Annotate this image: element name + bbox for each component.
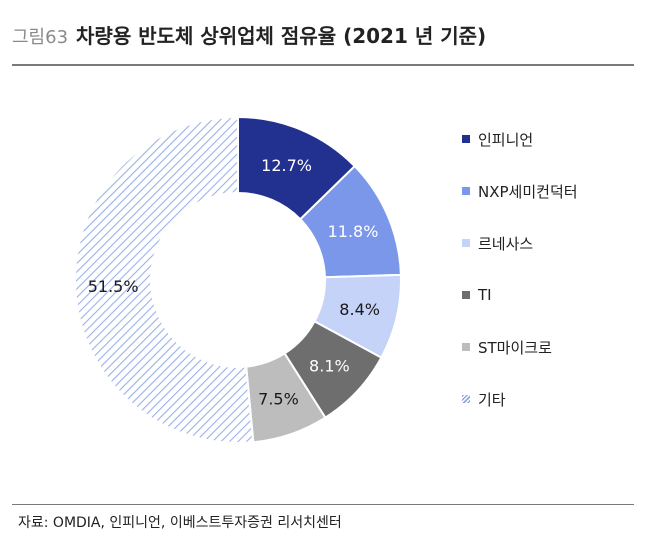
legend-item-6: 기타 <box>462 388 578 410</box>
legend-swatch-4 <box>462 291 470 299</box>
legend-label-5: ST마이크로 <box>478 338 552 357</box>
chart-title: 차량용 반도체 상위업체 점유율 (2021 년 기준) <box>76 24 487 48</box>
legend-label-3: 르네사스 <box>478 234 534 253</box>
data-label-4: 8.1% <box>309 356 350 375</box>
data-label-1: 12.7% <box>261 156 312 175</box>
legend-label-2: NXP세미컨덕터 <box>478 182 578 201</box>
top-rule <box>12 64 634 66</box>
bottom-rule <box>12 504 634 505</box>
legend-item-2: NXP세미컨덕터 <box>462 180 578 202</box>
legend-label-1: 인피니언 <box>478 130 534 149</box>
figure-title-row: 그림63 차량용 반도체 상위업체 점유율 (2021 년 기준) <box>12 20 486 56</box>
source-note: 자료: OMDIA, 인피니언, 이베스트투자증권 리서치센터 <box>18 515 342 531</box>
legend-swatch-3 <box>462 239 470 247</box>
data-label-5: 7.5% <box>258 389 299 408</box>
legend-swatch-5 <box>462 343 470 351</box>
legend-swatch-2 <box>462 187 470 195</box>
legend-swatch-1 <box>462 135 470 143</box>
legend-swatch-6 <box>462 395 470 403</box>
data-label-6: 51.5% <box>88 277 139 296</box>
data-label-2: 11.8% <box>328 222 379 241</box>
legend-item-5: ST마이크로 <box>462 336 578 358</box>
donut-slices <box>74 115 402 444</box>
legend-label-4: TI <box>478 286 492 304</box>
figure-number: 그림63 <box>12 27 69 48</box>
donut-slice-6 <box>74 115 255 444</box>
donut-labels: 12.7% 11.8% 8.4% 8.1% 7.5% 51.5% <box>88 156 380 408</box>
legend-label-6: 기타 <box>478 390 506 409</box>
legend-item-3: 르네사스 <box>462 232 578 254</box>
legend-item-4: TI <box>462 284 578 306</box>
data-label-3: 8.4% <box>339 300 380 319</box>
legend-item-1: 인피니언 <box>462 128 578 150</box>
